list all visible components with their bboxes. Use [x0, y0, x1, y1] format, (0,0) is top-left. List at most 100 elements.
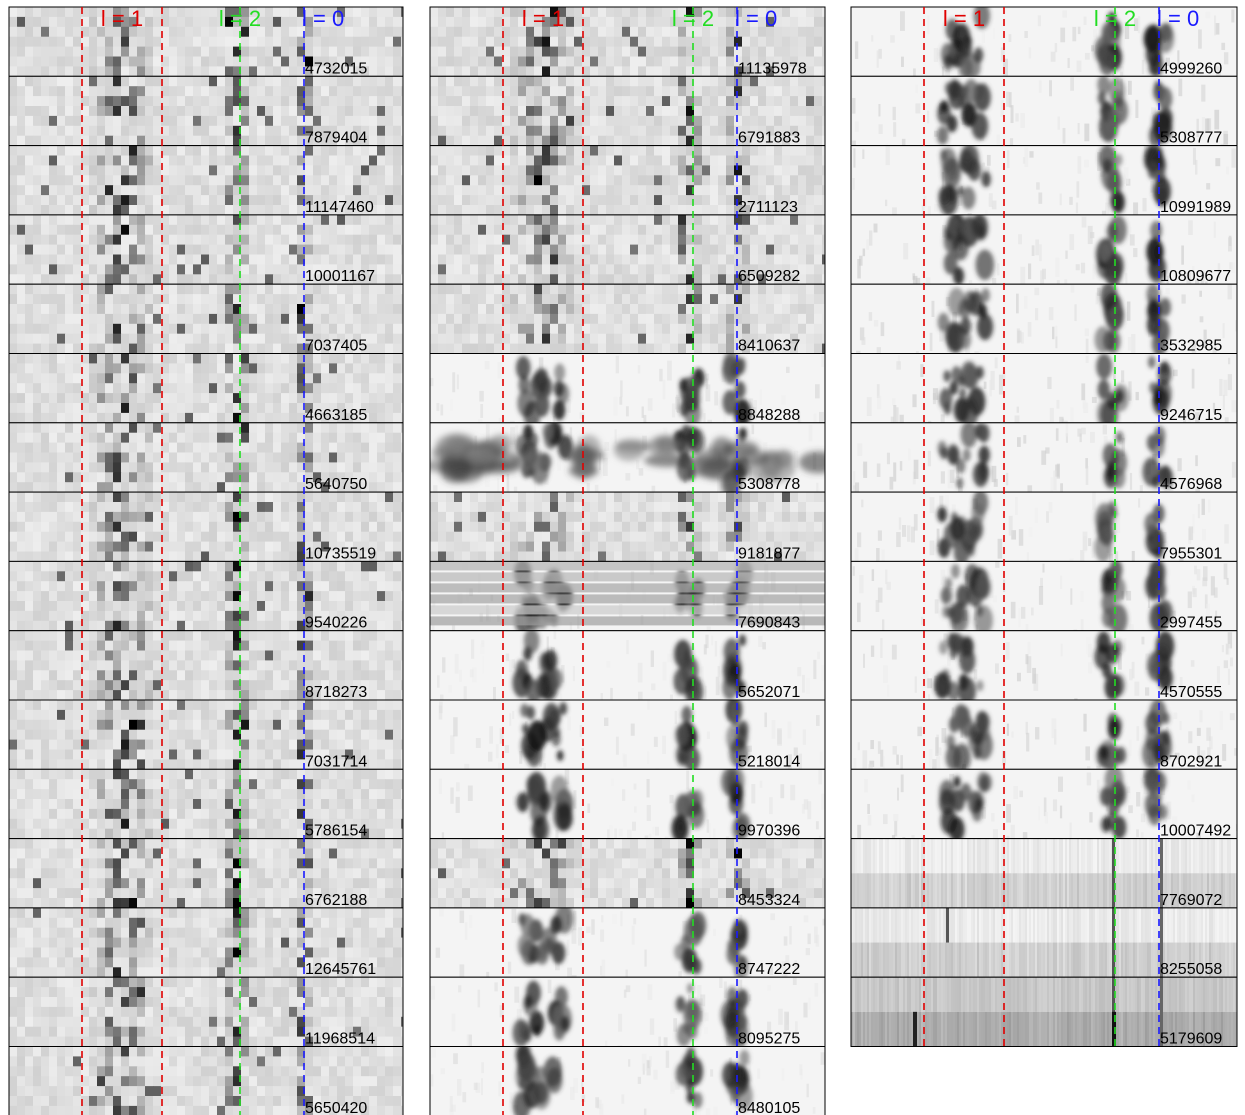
stack-column-1: 4732015 7879404 11147460 10001167 7037405 466…: [8, 6, 404, 1115]
star-id-label: 8410637: [738, 338, 800, 355]
star-id-label: 5179609: [1160, 1031, 1222, 1048]
star-id-label: 10735519: [305, 545, 376, 562]
star-id-label: 7879404: [305, 130, 367, 147]
star-id-label: 4999260: [1160, 60, 1222, 77]
spectrum-panel: [850, 283, 1238, 355]
star-id-label: 9540226: [305, 615, 367, 632]
star-id-label: 8480105: [738, 1100, 800, 1115]
degree-header-l0: l = 0: [735, 6, 777, 31]
star-id-label: 2711123: [738, 199, 798, 216]
star-id-label: 10991989: [1160, 199, 1231, 216]
spectrum-panel: [429, 630, 826, 701]
star-id-label: 5652071: [738, 684, 800, 701]
spectrum-panel: [8, 699, 404, 770]
star-id-label: 10809677: [1160, 268, 1231, 285]
degree-header-l1: l = 1: [943, 6, 985, 31]
spectrum-panel: [429, 976, 826, 1048]
star-id-label: 6791883: [738, 130, 800, 147]
star-id-label: 11968514: [305, 1031, 375, 1048]
star-id-label: 8255058: [1160, 961, 1222, 978]
stack-column-3: 4999260 5308777 10991989 10809677 3532985 924…: [850, 6, 1238, 1048]
spectrum-panel: [8, 1046, 404, 1115]
star-id-label: 5650420: [305, 1100, 367, 1115]
star-id-label: 2997455: [1160, 615, 1222, 632]
spectrum-panel: [8, 630, 404, 701]
spectrum-panel: [850, 768, 1238, 840]
spectrum-panel: [429, 491, 826, 562]
spectrum-panel: [8, 491, 404, 562]
degree-header-l2: l = 2: [672, 6, 714, 31]
star-id-label: 10001167: [305, 268, 375, 285]
spectrum-panel: [850, 491, 1238, 562]
degree-header-l2: l = 2: [1094, 6, 1136, 31]
star-id-label: 5640750: [305, 476, 367, 493]
spectrum-panel: [429, 145, 826, 216]
spectrum-panel: [8, 422, 404, 493]
star-id-label: 6509282: [738, 268, 800, 285]
star-id-label: 4663185: [305, 407, 367, 424]
star-id-label: 8848288: [738, 407, 800, 424]
star-id-label: 8095275: [738, 1031, 800, 1048]
star-id-label: 5308778: [738, 476, 800, 493]
spectrum-panel: [429, 699, 826, 770]
star-id-label: 4732015: [305, 60, 367, 77]
star-id-label: 5218014: [738, 753, 800, 770]
star-id-label: 6762188: [305, 892, 367, 909]
spectrum-panel: [429, 838, 826, 909]
spectrum-panel: [429, 6, 826, 77]
star-id-label: 8747222: [738, 961, 800, 978]
spectrum-panel: [429, 75, 826, 147]
spectrum-panel: [850, 838, 1238, 909]
spectrum-panel: [850, 560, 1238, 632]
spectrum-panel: [429, 214, 826, 285]
star-id-label: 8453324: [738, 892, 800, 909]
spectrum-panel: [429, 353, 826, 424]
spectrum-panel: [8, 145, 404, 216]
degree-header-l0: l = 0: [1157, 6, 1199, 31]
star-id-label: 7037405: [305, 338, 367, 355]
star-id-label: 9181877: [738, 545, 800, 562]
star-id-label: 12645761: [305, 961, 376, 978]
spectrum-panel: [850, 6, 1238, 77]
stack-column-2: 11135978 6791883 2711123 6509282 8410637 8848…: [429, 6, 826, 1115]
spectrum-panel: [429, 283, 826, 355]
spectrum-panel: [429, 422, 826, 493]
spectrum-panel: [8, 353, 404, 424]
star-id-label: 5786154: [305, 823, 367, 840]
star-id-label: 8702921: [1160, 753, 1222, 770]
star-id-label: 4576968: [1160, 476, 1222, 493]
degree-header-l1: l = 1: [522, 6, 564, 31]
spectrum-panel: [850, 422, 1238, 493]
spectrum-panel: [8, 6, 404, 77]
spectrum-panel: [8, 976, 404, 1048]
spectrum-panel: [429, 560, 826, 632]
spectrum-panel: [850, 145, 1238, 216]
degree-header-l2: l = 2: [219, 6, 261, 31]
star-id-label: 5308777: [1160, 130, 1222, 147]
star-id-label: 3532985: [1160, 338, 1222, 355]
degree-header-l1: l = 1: [101, 6, 143, 31]
spectrum-panel: [850, 907, 1238, 978]
star-id-label: 8718273: [305, 684, 367, 701]
star-id-label: 11147460: [305, 199, 374, 216]
spectrum-panel: [8, 907, 404, 978]
spectrum-panel: [8, 75, 404, 147]
spectrum-panel: [850, 976, 1238, 1048]
spectrum-panel: [8, 283, 404, 355]
spectrum-panel: [429, 1046, 826, 1115]
spectrum-panel: [429, 907, 826, 978]
spectrum-panel: [8, 768, 404, 840]
star-id-label: 9246715: [1160, 407, 1222, 424]
degree-header-l0: l = 0: [302, 6, 344, 31]
spectrum-panel: [429, 768, 826, 840]
star-id-label: 7031714: [305, 753, 367, 770]
star-id-label: 7955301: [1160, 545, 1222, 562]
star-id-label: 4570555: [1160, 684, 1222, 701]
star-id-label: 11135978: [738, 60, 807, 77]
spectrum-panel: [850, 75, 1238, 147]
spectrum-panel: [850, 353, 1238, 424]
spectrum-panel: [8, 214, 404, 285]
star-id-label: 9970396: [738, 823, 800, 840]
star-id-label: 7690843: [738, 615, 800, 632]
